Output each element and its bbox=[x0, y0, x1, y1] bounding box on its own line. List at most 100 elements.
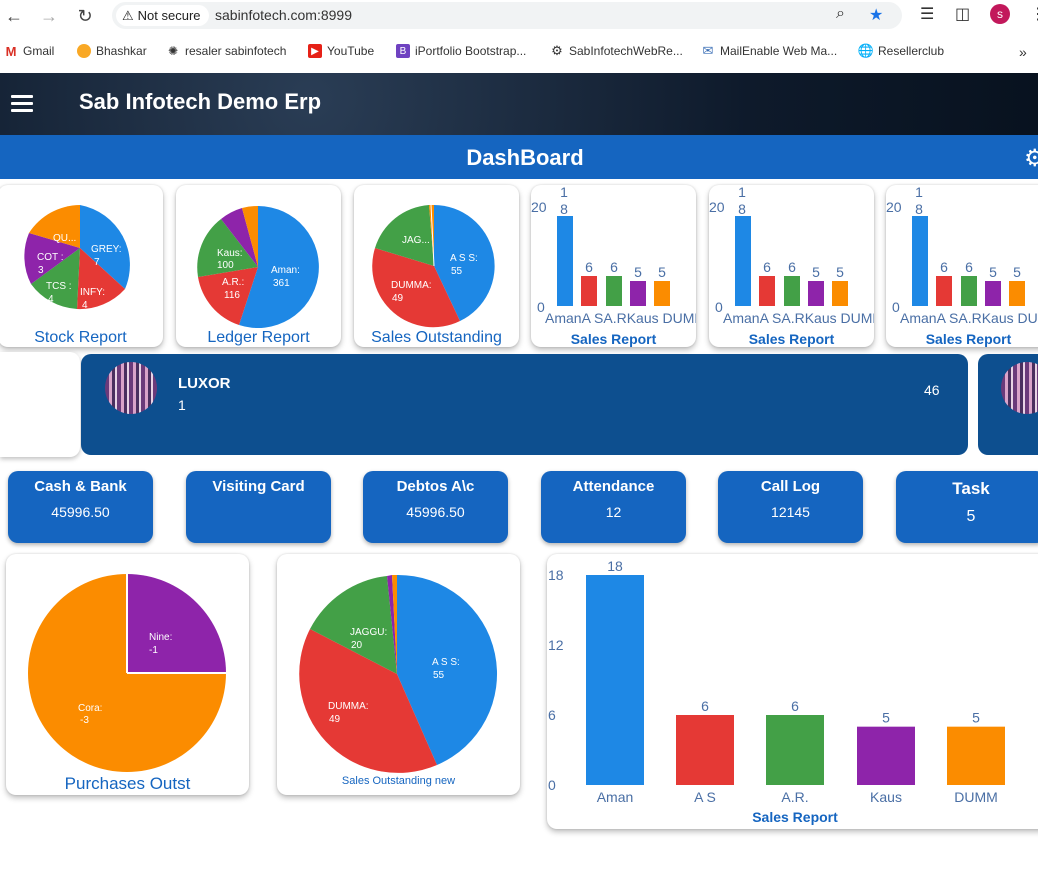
bar-data-label: 5 bbox=[658, 264, 666, 280]
bar-data-label: 6 bbox=[788, 259, 796, 275]
bar bbox=[581, 276, 597, 306]
stock-report-card[interactable]: GREY: 7 INFY: 4 TCS : 4 COT : 3 QU... St… bbox=[0, 185, 163, 347]
more-bookmarks-icon[interactable]: » bbox=[1019, 44, 1027, 60]
security-chip[interactable]: ⚠ Not secure bbox=[116, 5, 209, 26]
profile-avatar[interactable]: s bbox=[990, 4, 1010, 24]
tile-value: 12 bbox=[541, 504, 686, 520]
url-text[interactable]: sabinfotech.com:8999 bbox=[215, 7, 352, 23]
forward-arrow-icon[interactable]: → bbox=[38, 5, 60, 27]
sales-report-bar-chart: 18 12 6 0 18 Aman 6 A S 6 A.R. 5 Kaus 5 DUMM Sales Rep… bbox=[547, 554, 1038, 829]
bar bbox=[808, 281, 824, 306]
back-arrow-icon[interactable]: ← bbox=[3, 5, 25, 27]
pie-label: COT : bbox=[37, 252, 63, 263]
luxor-count: 46 bbox=[924, 382, 940, 398]
bookmark-resaler[interactable]: ✺ resaler sabinfotech bbox=[166, 44, 286, 58]
y-tick-label: 20 bbox=[886, 199, 902, 215]
bookmark-mailenable[interactable]: ✉ MailEnable Web Ma... bbox=[701, 44, 837, 58]
app-header: Sab Infotech Demo Erp bbox=[0, 73, 1038, 135]
zoom-icon[interactable]: ⌕ bbox=[836, 5, 845, 23]
settings-gear-icon[interactable]: ⚙ bbox=[1024, 144, 1038, 173]
attendance-tile[interactable]: Attendance 12 bbox=[541, 471, 686, 543]
pie-label: JAG... bbox=[402, 235, 430, 246]
pie-value: 55 bbox=[433, 670, 445, 681]
bar-data-label: 6 bbox=[610, 259, 618, 275]
x-tick-labels: AmanA SA.RKaus DUMM bbox=[900, 310, 1038, 326]
pie-value: 20 bbox=[351, 640, 363, 651]
avatar bbox=[105, 362, 157, 414]
pie-label: JAGGU: bbox=[350, 627, 387, 638]
luxor-left-card[interactable] bbox=[0, 352, 80, 457]
pie-label: A.R.: bbox=[222, 277, 244, 288]
pie-label: TCS : bbox=[46, 281, 72, 292]
more-menu-icon[interactable]: ⋮ bbox=[1030, 4, 1038, 24]
bar-data-label: 5 bbox=[972, 710, 980, 726]
ledger-report-card[interactable]: Aman: 361 A.R.: 116 Kaus: 100 Ledger Rep… bbox=[176, 185, 341, 347]
bar-data-label: 6 bbox=[585, 259, 593, 275]
y-tick-label: 6 bbox=[548, 707, 556, 723]
bar-data-label: 18 bbox=[607, 558, 623, 574]
pie-value: 3 bbox=[38, 265, 44, 276]
bookmark-sabinfotechweb[interactable]: ⚙ SabInfotechWebRe... bbox=[550, 44, 683, 58]
purchases-pie: Nine: -1 Cora: -3 bbox=[6, 554, 249, 795]
pie-label: DUMMA: bbox=[391, 280, 432, 291]
hamburger-menu-icon[interactable] bbox=[11, 95, 33, 113]
purchases-outstanding-card[interactable]: Nine: -1 Cora: -3 Purchases Outst bbox=[6, 554, 249, 795]
pie-label: Aman: bbox=[271, 265, 300, 276]
bar-data-label: 8 bbox=[738, 201, 746, 217]
chart-title: Sales Report bbox=[752, 809, 838, 825]
address-bar[interactable]: ⚠ Not secure sabinfotech.com:8999 ⌕ ★ bbox=[112, 2, 902, 29]
pie-value: 100 bbox=[217, 260, 234, 271]
sales-report-large-card[interactable]: 18 12 6 0 18 Aman 6 A S 6 A.R. 5 Kaus 5 DUMM Sales Rep… bbox=[547, 554, 1038, 829]
bar-data-label: 8 bbox=[560, 201, 568, 217]
x-tick-label: Aman bbox=[597, 789, 634, 805]
gmail-icon: M bbox=[4, 44, 18, 58]
page-title: DashBoard bbox=[0, 145, 1038, 171]
cash-bank-tile[interactable]: Cash & Bank 45996.50 bbox=[8, 471, 153, 543]
task-tile[interactable]: Task 5 bbox=[896, 471, 1038, 543]
bar bbox=[557, 216, 573, 306]
bookmark-resellerclub[interactable]: 🌐 Resellerclub bbox=[859, 44, 944, 58]
card-title: Sales Report bbox=[886, 331, 1038, 347]
pie-label: DUMMA: bbox=[328, 701, 369, 712]
bar bbox=[857, 727, 915, 785]
sales-outstanding-card[interactable]: A S S: 55 DUMMA: 49 JAG... Sales Outstan… bbox=[354, 185, 519, 347]
tile-label: Cash & Bank bbox=[8, 478, 153, 495]
pie-label: Kaus: bbox=[217, 248, 243, 259]
bookmark-bhashkar[interactable]: Bhashkar bbox=[77, 44, 147, 58]
bar bbox=[961, 276, 977, 306]
side-panel-icon[interactable]: ◫ bbox=[955, 4, 970, 24]
bar-data-label: 6 bbox=[701, 698, 709, 714]
bookmark-gmail[interactable]: M Gmail bbox=[4, 44, 54, 58]
sales-outstanding-new-card[interactable]: A S S: 55 DUMMA: 49 JAGGU: 20 Sales Outs… bbox=[277, 554, 520, 795]
card-title: Sales Outstanding new bbox=[277, 775, 520, 787]
dashboard-bar: DashBoard ⚙ bbox=[0, 135, 1038, 179]
call-log-tile[interactable]: Call Log 12145 bbox=[718, 471, 863, 543]
bar-data-label: 6 bbox=[965, 259, 973, 275]
luxor-card[interactable]: LUXOR 1 46 bbox=[81, 354, 968, 455]
tile-label: Attendance bbox=[541, 478, 686, 495]
bar bbox=[784, 276, 800, 306]
star-icon[interactable]: ★ bbox=[869, 5, 883, 25]
media-icon[interactable]: ☰ bbox=[920, 4, 934, 24]
bar bbox=[654, 281, 670, 306]
tile-value: 45996.50 bbox=[363, 504, 508, 520]
pie-value: 4 bbox=[82, 300, 88, 311]
bar-data-label: 1 bbox=[738, 185, 746, 200]
bookmark-youtube[interactable]: ▶ YouTube bbox=[308, 44, 374, 58]
sales-outstanding-new-pie: A S S: 55 DUMMA: 49 JAGGU: 20 bbox=[277, 554, 520, 795]
pie-value: 49 bbox=[329, 714, 341, 725]
bar bbox=[832, 281, 848, 306]
visiting-card-tile[interactable]: Visiting Card bbox=[186, 471, 331, 543]
reload-icon[interactable]: ↻ bbox=[74, 5, 96, 27]
debtors-tile[interactable]: Debtos A\c 45996.50 bbox=[363, 471, 508, 543]
x-tick-label: Kaus bbox=[870, 789, 902, 805]
luxor-next-card[interactable] bbox=[978, 354, 1038, 455]
bar-data-label: 5 bbox=[882, 710, 890, 726]
ledger-report-pie: Aman: 361 A.R.: 116 Kaus: 100 bbox=[176, 185, 341, 347]
